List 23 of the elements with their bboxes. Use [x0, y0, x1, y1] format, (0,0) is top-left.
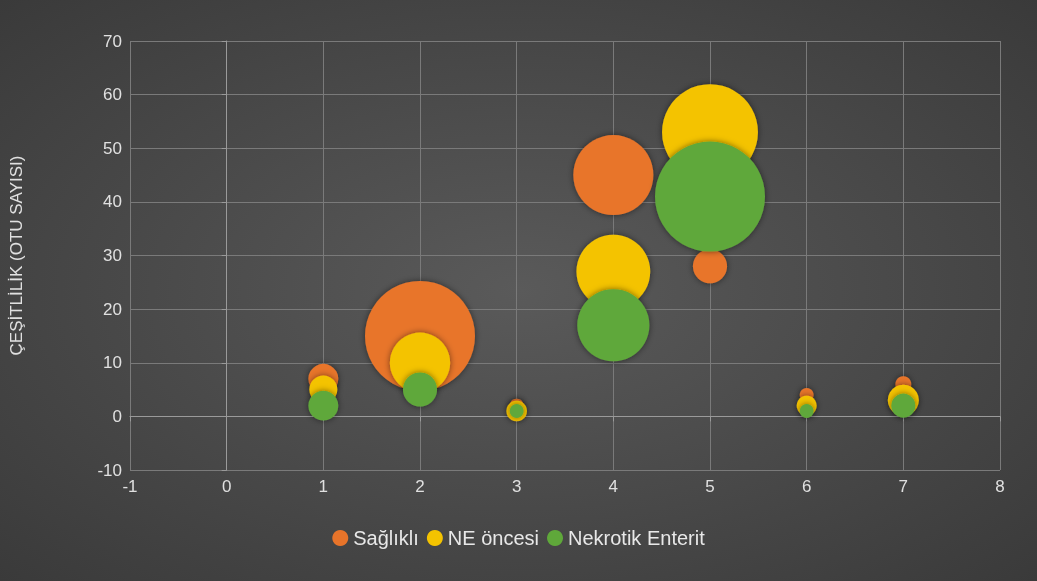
x-tick-label: 1 [318, 477, 329, 496]
x-tick-label: 2 [415, 477, 425, 496]
x-tick-label: 3 [511, 477, 522, 496]
y-tick-label: 10 [103, 353, 122, 373]
legend-label: NE öncesi [447, 527, 540, 549]
x-tick-label: 7 [898, 477, 909, 496]
x-tick-label: 0 [221, 477, 232, 496]
y-tick-label: 0 [112, 406, 122, 426]
x-tick-label: 6 [801, 477, 812, 496]
x-tick-label: 5 [705, 477, 715, 496]
x-tick-label: 8 [995, 477, 1005, 496]
x-tick-label: -1 [122, 477, 138, 496]
x-tick-label: 4 [608, 477, 619, 496]
legend-label: Sağlıklı [353, 527, 419, 549]
y-tick-label: 70 [103, 31, 122, 51]
y-axis-title: ÇEŞİTLİLİK (OTU SAYISI) [7, 155, 26, 356]
y-tick-label: 30 [103, 246, 122, 265]
y-tick-label: 20 [103, 299, 122, 319]
y-tick-label: 40 [103, 192, 122, 212]
y-tick-label: -10 [97, 460, 122, 480]
y-tick-label: 50 [103, 138, 122, 158]
y-tick-label: 60 [103, 85, 122, 105]
legend-label: Nekrotik Enterit [568, 527, 706, 549]
